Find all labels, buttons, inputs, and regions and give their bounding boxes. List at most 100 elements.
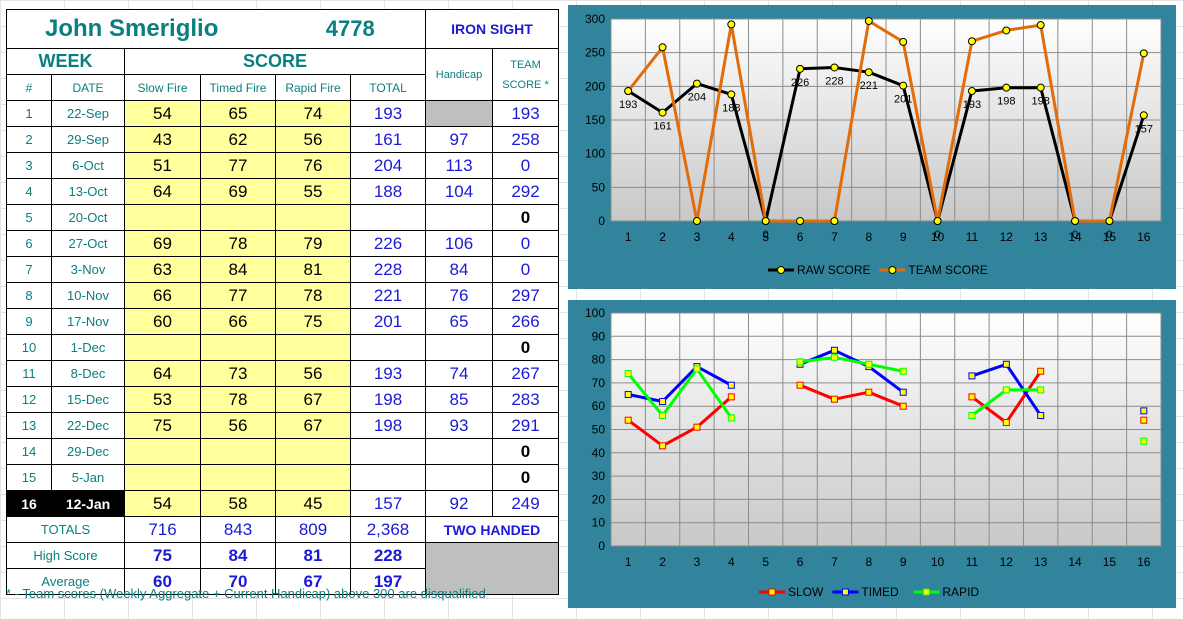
data-point (1105, 217, 1114, 225)
legend-label: TIMED (861, 585, 899, 599)
team-score-cell: 292 (492, 178, 559, 205)
handicap-cell: 104 (425, 178, 493, 205)
timed-fire-header: Timed Fire (200, 74, 276, 101)
date-cell: 6-Oct (51, 152, 125, 179)
date-cell: 29-Sep (51, 126, 125, 153)
data-point (968, 412, 976, 420)
data-point (1002, 26, 1011, 35)
timed-fire-cell (200, 464, 276, 491)
team-score-cell: 267 (492, 360, 559, 387)
timed-fire-cell: 78 (200, 386, 276, 413)
team-score-cell: 0 (492, 438, 559, 465)
timed-fire-cell: 69 (200, 178, 276, 205)
team-score-cell: 0 (492, 230, 559, 257)
y-tick-label: 50 (592, 423, 606, 437)
timed-fire-cell: 56 (200, 412, 276, 439)
high-slow-cell: 75 (124, 542, 201, 569)
data-label: 201 (894, 94, 912, 106)
totals-total-cell: 2,368 (350, 516, 426, 543)
table-row: 4 13-Oct 64 69 55 188 104 292 (6, 178, 559, 205)
data-point (624, 87, 633, 96)
x-tick-label: 9 (900, 230, 907, 244)
y-tick-label: 80 (592, 353, 606, 367)
rapid-fire-cell: 75 (275, 308, 351, 335)
timed-fire-cell: 77 (200, 152, 276, 179)
date-cell: 3-Nov (51, 256, 125, 283)
timed-fire-cell (200, 204, 276, 231)
week-number-cell: 3 (6, 152, 52, 179)
slow-fire-cell: 63 (124, 256, 201, 283)
handicap-cell (425, 334, 493, 361)
x-tick-label: 14 (1068, 555, 1082, 569)
two-handed-label: TWO HANDED (425, 516, 559, 543)
data-label: 226 (791, 77, 809, 89)
x-tick-label: 13 (1034, 555, 1048, 569)
x-tick-label: 16 (1137, 555, 1151, 569)
handicap-cell: 92 (425, 490, 493, 517)
x-tick-label: 3 (694, 230, 701, 244)
totals-rapid-cell: 809 (275, 516, 351, 543)
slow-fire-cell: 75 (124, 412, 201, 439)
handicap-cell: 106 (425, 230, 493, 257)
data-label: 204 (688, 92, 706, 104)
timed-fire-cell (200, 438, 276, 465)
data-point (1140, 407, 1148, 415)
slow-fire-cell (124, 438, 201, 465)
date-cell: 17-Nov (51, 308, 125, 335)
date-cell: 29-Dec (51, 438, 125, 465)
y-tick-label: 300 (585, 12, 605, 26)
total-cell (350, 204, 426, 231)
handicap-cell: 76 (425, 282, 493, 309)
total-cell: 226 (350, 230, 426, 257)
legend-label: RAW SCORE (797, 263, 871, 277)
x-tick-label: 12 (1000, 230, 1014, 244)
y-tick-label: 60 (592, 399, 606, 413)
week-number-cell: 2 (6, 126, 52, 153)
date-cell: 8-Dec (51, 360, 125, 387)
data-point (864, 17, 873, 26)
total-cell: 198 (350, 386, 426, 413)
data-point (865, 360, 873, 368)
handicap-cell (425, 204, 493, 231)
y-tick-label: 0 (598, 214, 605, 228)
team-score-cell: 0 (492, 204, 559, 231)
timed-fire-cell: 84 (200, 256, 276, 283)
x-tick-label: 15 (1103, 555, 1117, 569)
data-point (830, 353, 838, 361)
y-tick-label: 250 (585, 46, 605, 60)
data-label: 0 (1072, 229, 1078, 241)
blank-gray-cell (425, 542, 559, 595)
handicap-cell: 85 (425, 386, 493, 413)
data-label: 0 (935, 229, 941, 241)
week-number-cell: 11 (6, 360, 52, 387)
x-tick-label: 9 (900, 555, 907, 569)
handicap-cell (425, 464, 493, 491)
data-point (899, 367, 907, 375)
total-cell: 188 (350, 178, 426, 205)
date-cell: 20-Oct (51, 204, 125, 231)
score-header: SCORE (124, 48, 426, 75)
week-number-cell: 12 (6, 386, 52, 413)
team-score-header: TEAM SCORE * (492, 48, 559, 101)
table-row: 10 1-Dec 0 (6, 334, 559, 361)
timed-fire-cell: 58 (200, 490, 276, 517)
team-score-cell: 249 (492, 490, 559, 517)
data-point (796, 381, 804, 389)
data-label: 0 (1106, 229, 1112, 241)
data-point (624, 391, 632, 399)
totals-slow-cell: 716 (124, 516, 201, 543)
table-row: 14 29-Dec 0 (6, 438, 559, 465)
y-tick-label: 20 (592, 492, 606, 506)
x-tick-label: 5 (762, 555, 769, 569)
slow-fire-cell: 53 (124, 386, 201, 413)
average-total-cell: 197 (350, 568, 426, 595)
x-tick-label: 15 (1103, 230, 1117, 244)
slow-fire-cell: 66 (124, 282, 201, 309)
data-label: 161 (653, 121, 671, 133)
legend-marker (841, 588, 849, 596)
week-header: WEEK (6, 48, 125, 75)
table-row: 7 3-Nov 63 84 81 228 84 0 (6, 256, 559, 283)
rapid-fire-cell: 67 (275, 386, 351, 413)
week-number-cell: 4 (6, 178, 52, 205)
rapid-fire-cell: 81 (275, 256, 351, 283)
